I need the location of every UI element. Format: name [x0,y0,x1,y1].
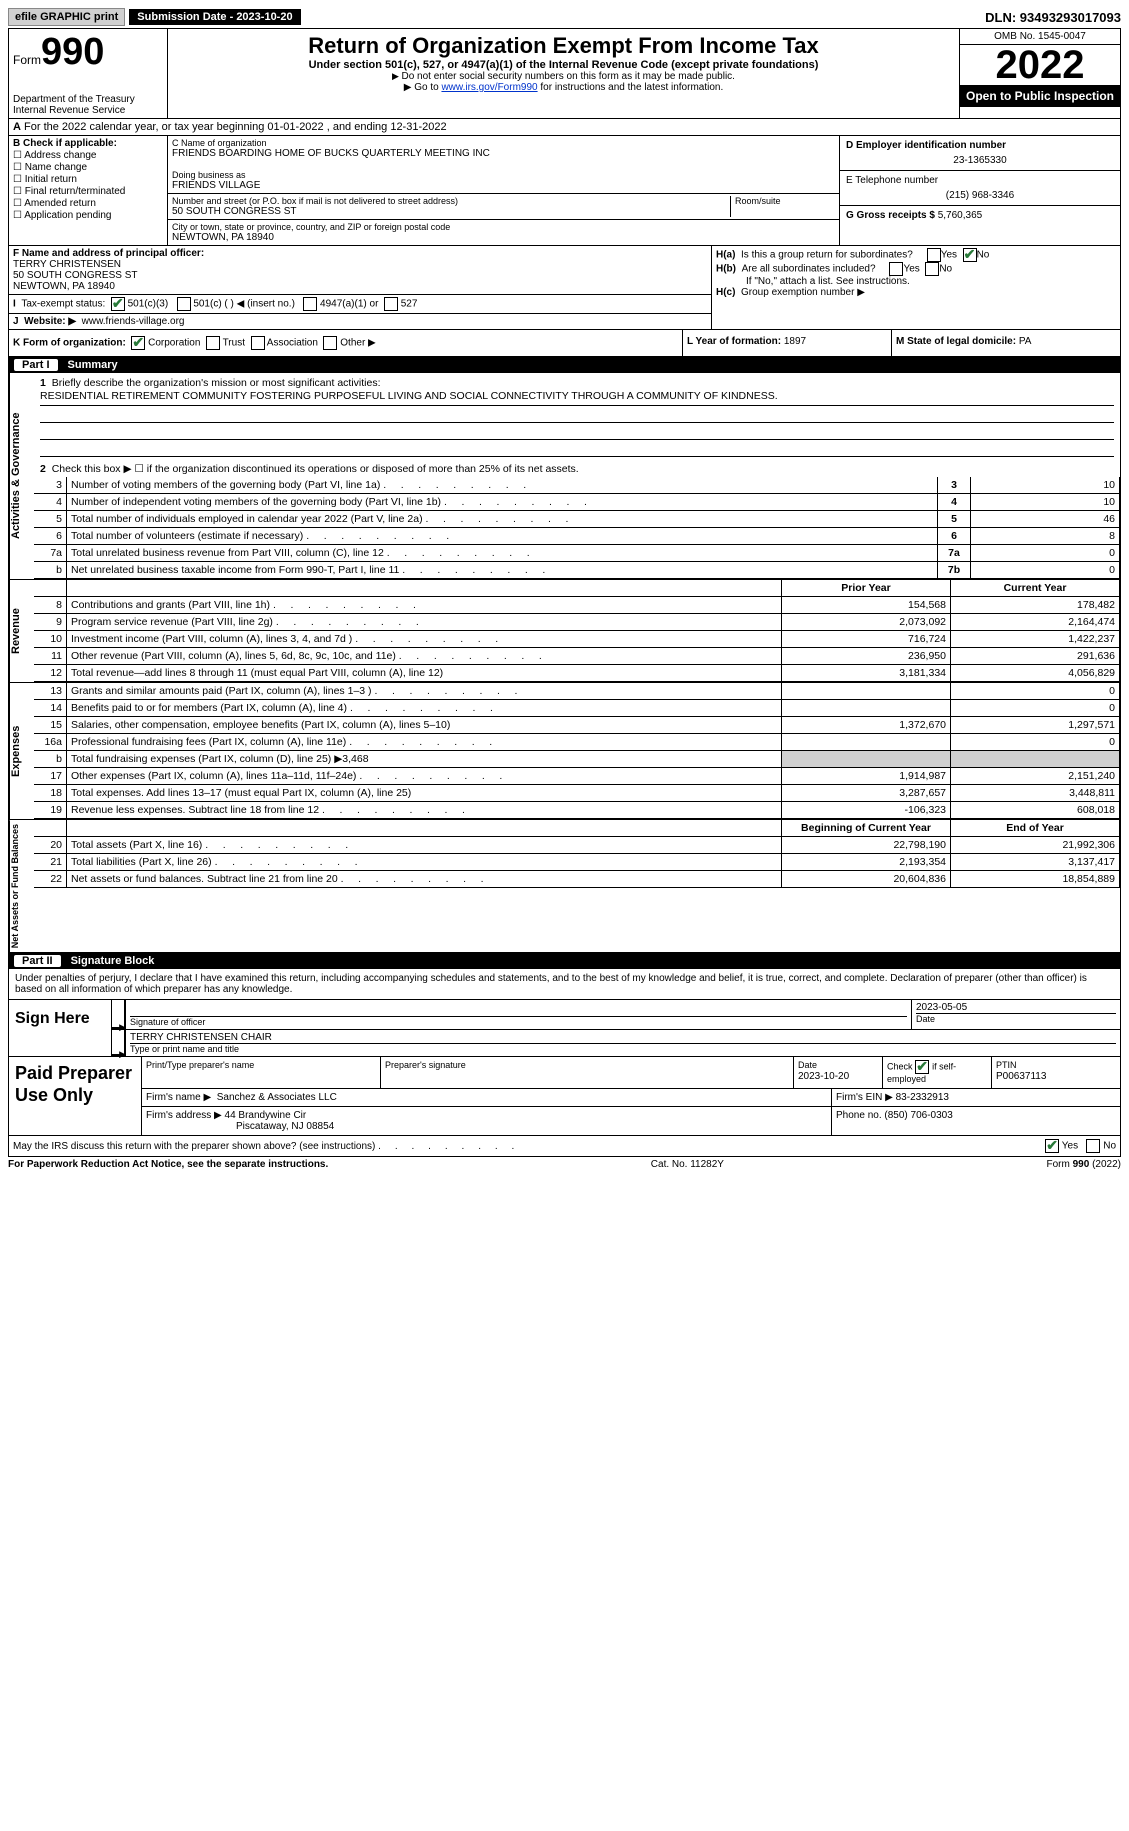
section-i: I Tax-exempt status: 501(c)(3) 501(c) ( … [9,295,711,314]
paid-preparer-label: Paid Preparer Use Only [9,1057,142,1135]
tax-year: 2022 [960,45,1120,85]
website-value: www.friends-village.org [82,316,185,327]
efile-print-button[interactable]: efile GRAPHIC print [8,8,125,26]
org-name: FRIENDS BOARDING HOME OF BUCKS QUARTERLY… [172,148,835,159]
sig-date-label: Date [916,1013,1116,1024]
chk-501c[interactable] [177,297,191,311]
chk-initial-return[interactable]: ☐ Initial return [13,174,163,185]
form-subtitle: Under section 501(c), 527, or 4947(a)(1)… [172,59,955,71]
form-header: Form990 Department of the Treasury Inter… [8,28,1121,119]
irs-link[interactable]: www.irs.gov/Form990 [441,82,537,93]
org-name-label: C Name of organization [172,138,835,148]
table-netassets: Beginning of Current YearEnd of Year 20T… [34,820,1120,888]
chk-address-change[interactable]: ☐ Address change [13,150,163,161]
sig-declaration: Under penalties of perjury, I declare th… [9,969,1120,1000]
section-c: C Name of organization FRIENDS BOARDING … [168,136,840,245]
chk-assoc[interactable] [251,336,265,350]
section-j: J Website: ▶ www.friends-village.org [9,314,711,329]
table-revenue: Prior YearCurrent Year 8Contributions an… [34,580,1120,682]
chk-501c3[interactable] [111,297,125,311]
goto-note: ▶ Go to www.irs.gov/Form990 for instruct… [172,82,955,93]
gross-value: 5,760,365 [938,210,983,221]
form-title: Return of Organization Exempt From Incom… [172,33,955,59]
paid-preparer-block: Paid Preparer Use Only Print/Type prepar… [8,1057,1121,1136]
sig-officer-label: Signature of officer [130,1016,907,1027]
room-suite-label: Room/suite [731,196,835,217]
dba-value: FRIENDS VILLAGE [172,180,835,191]
gross-label: G Gross receipts $ [846,210,935,221]
ha-no[interactable] [963,248,977,262]
mission-text: RESIDENTIAL RETIREMENT COMMUNITY FOSTERI… [40,389,1114,406]
discuss-no[interactable] [1086,1139,1100,1153]
phone-value: (215) 968-3346 [846,190,1114,201]
part2-header: Part II Signature Block [8,953,1121,969]
hb-yes[interactable] [889,262,903,276]
officer-name-label: Type or print name and title [130,1043,1116,1054]
vlabel-rev: Revenue [9,580,34,682]
sign-here-label: Sign Here [9,1000,112,1056]
section-d: D Employer identification number 23-1365… [840,136,1120,245]
submission-date-box: Submission Date - 2023-10-20 [129,9,300,25]
chk-amended-return[interactable]: ☐ Amended return [13,198,163,209]
summary-expenses: Expenses 13Grants and similar amounts pa… [8,683,1121,820]
chk-trust[interactable] [206,336,220,350]
ssn-note: Do not enter social security numbers on … [172,71,955,82]
firm-phone: (850) 706-0303 [884,1110,952,1121]
vlabel-ag: Activities & Governance [9,373,34,579]
section-fhij: F Name and address of principal officer:… [8,246,1121,330]
section-bcd: B Check if applicable: ☐ Address change … [8,136,1121,246]
section-b: B Check if applicable: ☐ Address change … [9,136,168,245]
section-klm: K Form of organization: Corporation Trus… [8,330,1121,357]
vlabel-net: Net Assets or Fund Balances [9,820,34,952]
chk-corp[interactable] [131,336,145,350]
hb-no[interactable] [925,262,939,276]
topbar: efile GRAPHIC print Submission Date - 20… [8,8,1121,26]
street-label: Number and street (or P.O. box if mail i… [172,196,726,206]
officer-name: TERRY CHRISTENSEN CHAIR [130,1032,1116,1043]
irs-label: Internal Revenue Service [13,105,163,116]
chk-name-change[interactable]: ☐ Name change [13,162,163,173]
discuss-row: May the IRS discuss this return with the… [8,1136,1121,1157]
chk-final-return[interactable]: ☐ Final return/terminated [13,186,163,197]
signature-block: Under penalties of perjury, I declare th… [8,969,1121,1057]
firm-ein: 83-2332913 [896,1092,949,1103]
discuss-yes[interactable] [1045,1139,1059,1153]
dba-label: Doing business as [172,170,835,180]
form-number: Form990 [13,31,163,74]
cat-no: Cat. No. 11282Y [328,1159,1046,1170]
firm-name: Sanchez & Associates LLC [217,1092,337,1103]
table-expenses: 13Grants and similar amounts paid (Part … [34,683,1120,819]
sig-date: 2023-05-05 [916,1002,1116,1013]
section-f: F Name and address of principal officer:… [13,248,707,292]
row-a-tax-year: A For the 2022 calendar year, or tax yea… [8,119,1121,136]
firm-addr2: Piscataway, NJ 08854 [146,1121,334,1132]
chk-527[interactable] [384,297,398,311]
section-h: H(a) Is this a group return for subordin… [712,246,1120,329]
summary-revenue: Revenue Prior YearCurrent Year 8Contribu… [8,580,1121,683]
dln-label: DLN: 93493293017093 [985,10,1121,25]
chk-application-pending[interactable]: ☐ Application pending [13,210,163,221]
chk-self-employed[interactable] [915,1060,929,1074]
summary-ag: Activities & Governance 1 Briefly descri… [8,373,1121,580]
phone-label: E Telephone number [846,175,938,186]
vlabel-exp: Expenses [9,683,34,819]
ein-value: 23-1365330 [846,155,1114,166]
city-label: City or town, state or province, country… [172,222,835,232]
form-ref: Form 990 (2022) [1047,1159,1121,1170]
street-value: 50 SOUTH CONGRESS ST [172,206,726,217]
part1-header: Part I Summary [8,357,1121,373]
city-value: NEWTOWN, PA 18940 [172,232,835,243]
chk-4947[interactable] [303,297,317,311]
firm-addr1: 44 Brandywine Cir [225,1110,307,1121]
chk-other[interactable] [323,336,337,350]
summary-netassets: Net Assets or Fund Balances Beginning of… [8,820,1121,953]
ein-label: D Employer identification number [846,140,1006,151]
paperwork-notice: For Paperwork Reduction Act Notice, see … [8,1159,328,1170]
table-ag: 3Number of voting members of the governi… [34,477,1120,579]
ptin-value: P00637113 [996,1071,1046,1082]
open-inspection: Open to Public Inspection [960,85,1120,107]
dept-treasury: Department of the Treasury [13,94,163,105]
footer-row: For Paperwork Reduction Act Notice, see … [8,1157,1121,1172]
ha-yes[interactable] [927,248,941,262]
